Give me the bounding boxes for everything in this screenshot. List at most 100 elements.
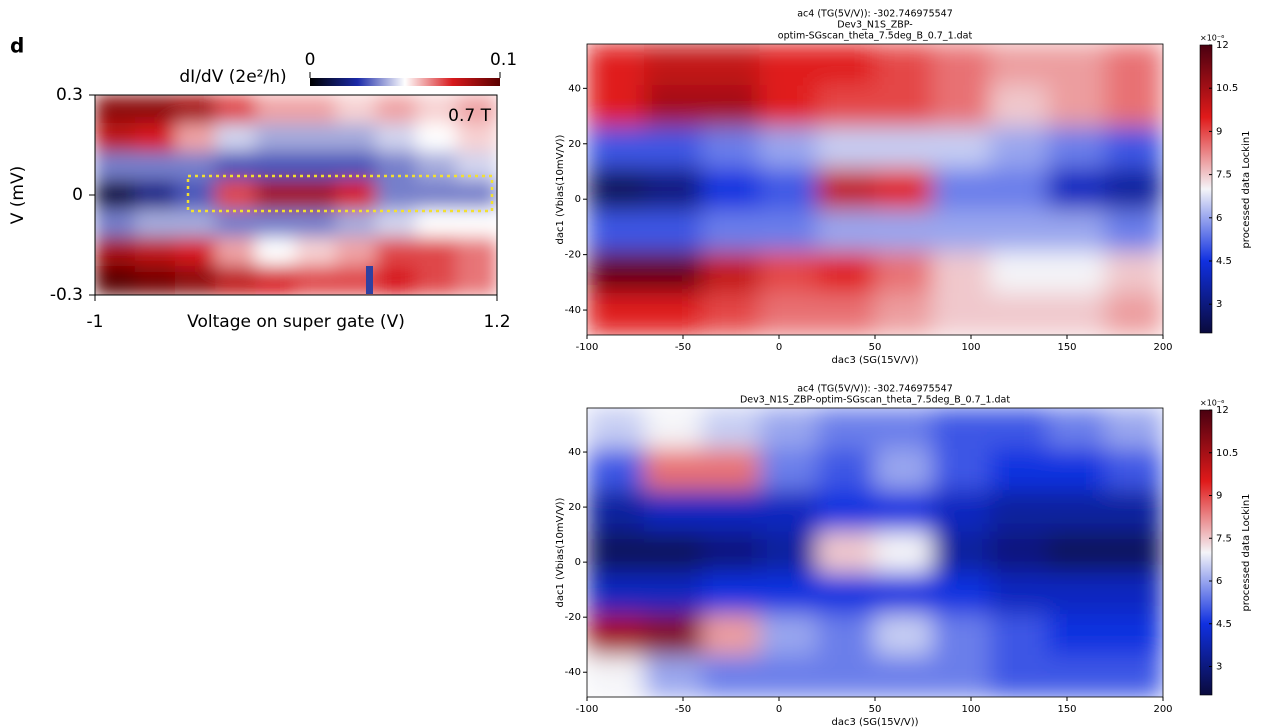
- heatmap-cell: [644, 85, 703, 128]
- heatmap-cell: [1104, 292, 1163, 335]
- heatmap-cell: [644, 168, 703, 211]
- y-axis-label: V (mV): [8, 166, 28, 225]
- heatmap-cell: [932, 531, 991, 574]
- heatmap-cell: [215, 151, 257, 182]
- y-tick-label: 0: [575, 557, 581, 568]
- heatmap-cell: [295, 237, 337, 267]
- colorbar-tick-label: 7.5: [1216, 533, 1232, 544]
- heatmap-cell: [1047, 448, 1106, 492]
- heatmap-cell: [932, 251, 991, 294]
- heatmap-cell: [874, 531, 934, 574]
- heatmap-cell: [134, 95, 176, 125]
- x-tick-label: -100: [576, 342, 599, 353]
- heatmap-cell: [95, 95, 136, 125]
- heatmap-cell: [989, 126, 1049, 170]
- x-tick-label: 150: [1057, 704, 1076, 715]
- colorbar-tick-label: 4.5: [1216, 619, 1232, 630]
- colorbar-tick-label: 9: [1216, 126, 1222, 137]
- y-tick-label: -40: [565, 305, 581, 316]
- heatmap-cell: [174, 208, 217, 239]
- heatmap-cell: [255, 208, 297, 239]
- heatmap-cell: [816, 655, 876, 697]
- heatmap-cell: [375, 208, 418, 239]
- heatmap-cell: [874, 209, 934, 253]
- heatmap-cell: [932, 408, 991, 450]
- heatmap-cell: [989, 572, 1049, 615]
- heatmap-cell: [1047, 126, 1106, 170]
- heatmap-cell: [95, 208, 136, 239]
- heatmap-cells: [587, 408, 1163, 697]
- y-tick-label: 20: [568, 139, 581, 150]
- y-tick-label: 0: [72, 185, 83, 205]
- heatmap-cell: [587, 531, 646, 574]
- heatmap-cell: [874, 44, 934, 87]
- heatmap-cell: [587, 572, 646, 615]
- heatmap-cell: [416, 265, 458, 295]
- panel-label: d: [10, 34, 24, 58]
- chart-title: optim-SGscan_theta_7.5deg_B_0.7_1.dat: [778, 31, 973, 42]
- colorbar-tick-label: 12: [1216, 405, 1229, 416]
- heatmap-cell: [989, 655, 1049, 697]
- heatmap-cell: [759, 490, 818, 533]
- heatmap-cell: [989, 490, 1049, 533]
- heatmap-cell: [1104, 408, 1163, 450]
- x-tick-label: -100: [576, 704, 599, 715]
- y-tick-label: 0: [575, 194, 581, 205]
- x-axis-label: dac3 (SG(15V/V)): [832, 355, 919, 366]
- heatmap-cell: [759, 572, 818, 615]
- heatmap-cell: [989, 251, 1049, 294]
- heatmap-cell: [874, 613, 934, 657]
- heatmap-cell: [335, 237, 377, 267]
- heatmap-cell: [989, 408, 1049, 450]
- colorbar-multiplier: ×10⁻⁶: [1200, 399, 1224, 408]
- y-axis-label: dac1 (Vbias(10mV/V)): [555, 134, 566, 244]
- heatmap-cell: [932, 490, 991, 533]
- heatmap-cell: [759, 531, 818, 574]
- heatmap-cell: [456, 237, 497, 267]
- heatmap-cell: [255, 265, 297, 295]
- colorbar-tick-label: 0: [305, 50, 316, 70]
- heatmap-cell: [255, 237, 297, 267]
- heatmap-cell: [932, 613, 991, 657]
- heatmap-cell: [456, 123, 497, 153]
- heatmap-cell: [932, 572, 991, 615]
- heatmap-cell: [989, 292, 1049, 335]
- heatmap-cell: [587, 168, 646, 211]
- heatmap-cell: [644, 44, 703, 87]
- colorbar-tick-label: 0.1: [490, 50, 517, 70]
- heatmap-cells: [95, 95, 497, 295]
- heatmap-cell: [416, 208, 458, 239]
- heatmap-cell: [375, 237, 418, 267]
- heatmap-cell: [759, 85, 818, 128]
- x-axis-label: Voltage on super gate (V): [187, 312, 405, 332]
- heatmap-cell: [989, 44, 1049, 87]
- y-axis-label: dac1 (Vbias(10mV/V)): [555, 497, 566, 607]
- heatmap: [587, 44, 1163, 335]
- heatmap-cell: [1047, 408, 1106, 450]
- heatmap-cell: [375, 151, 418, 182]
- heatmap-cell: [701, 448, 761, 492]
- x-axis-label: dac3 (SG(15V/V)): [832, 717, 919, 727]
- x-tick-label: 200: [1153, 704, 1172, 715]
- heatmap-cell: [1047, 655, 1106, 697]
- colorbar-tick-label: 10.5: [1216, 448, 1238, 459]
- heatmap-cell: [456, 95, 497, 125]
- heatmap-cell: [816, 44, 876, 87]
- colorbar-tick-label: 12: [1216, 40, 1229, 51]
- heatmap-cell: [759, 655, 818, 697]
- heatmap-cell: [1104, 44, 1163, 87]
- heatmap-cell: [759, 613, 818, 657]
- heatmap-cell: [587, 85, 646, 128]
- heatmap-cell: [587, 251, 646, 294]
- heatmap-cell: [816, 168, 876, 211]
- colorbar-tick-label: 3: [1216, 299, 1222, 310]
- y-tick-label: 20: [568, 502, 581, 513]
- colorbar-label: processed data Lockin1: [1241, 130, 1252, 248]
- colorbar-tick-label: 9: [1216, 491, 1222, 502]
- heatmap-cell: [375, 123, 418, 153]
- heatmap-cell: [644, 531, 703, 574]
- heatmap-cell: [416, 151, 458, 182]
- heatmap-cell: [255, 95, 297, 125]
- heatmap-cell: [295, 265, 337, 295]
